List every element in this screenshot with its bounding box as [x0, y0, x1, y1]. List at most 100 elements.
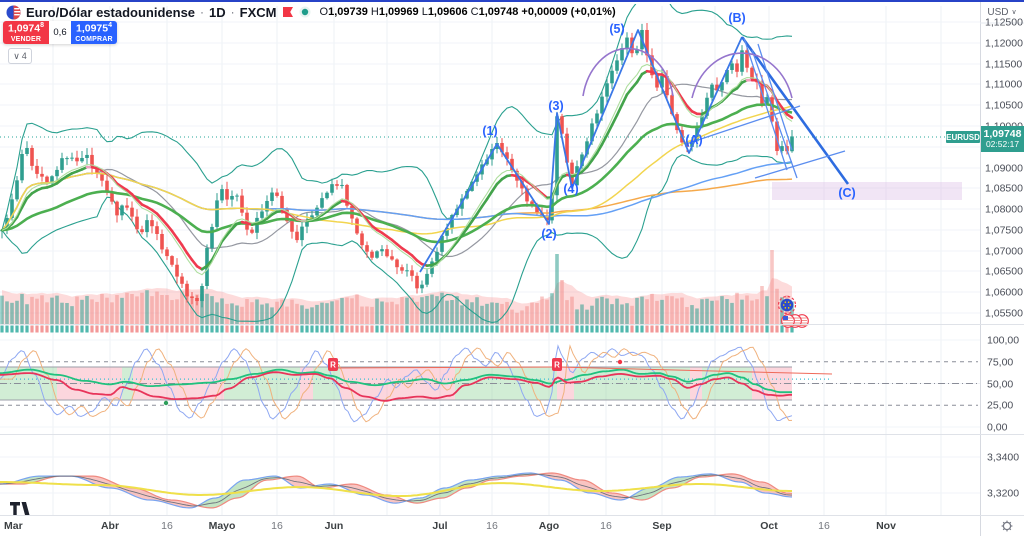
trendline — [685, 105, 801, 145]
eu-event-icon[interactable] — [777, 295, 797, 315]
volume-bar — [250, 302, 254, 324]
candle-body — [345, 184, 349, 206]
strip-tick — [490, 325, 494, 333]
candle-body — [530, 201, 534, 205]
candle-body — [255, 217, 259, 233]
volume-bar — [350, 298, 354, 324]
bollinger-upper — [1, 4, 793, 231]
price-axis-label: 1,10500 — [985, 100, 1023, 112]
strip-tick — [115, 325, 119, 333]
volume-bar — [140, 292, 144, 324]
oscillator-signal-line — [0, 371, 793, 402]
colored-ma-segment — [220, 233, 229, 243]
price-axis[interactable]: 1,125001,120001,115001,110001,105001,100… — [980, 0, 1024, 536]
volume-bar — [45, 302, 49, 324]
eurusd-pair-icon — [6, 5, 21, 19]
strip-tick — [455, 325, 459, 333]
candle-body — [240, 195, 244, 213]
strip-tick — [400, 325, 404, 333]
eu-star — [787, 307, 790, 309]
eu-star — [782, 304, 785, 306]
volume-bar — [185, 292, 189, 324]
strip-tick — [40, 325, 44, 333]
timeframe-label[interactable]: 1D — [209, 4, 226, 20]
candle-body — [25, 147, 29, 154]
elliott-zigzag — [419, 29, 743, 273]
strip-tick — [450, 325, 454, 333]
candle-body — [645, 29, 649, 56]
candle-body — [505, 152, 509, 159]
candle-body — [490, 149, 494, 160]
strip-tick — [740, 325, 744, 333]
strip-tick — [385, 325, 389, 333]
sell-button[interactable]: 1,09748 VENDER — [3, 21, 49, 44]
volume-bar — [20, 293, 24, 324]
candle-body — [220, 189, 224, 201]
volume-bar — [730, 302, 734, 324]
volume-bar — [345, 297, 349, 324]
candle-body — [365, 245, 369, 252]
candle-body — [15, 180, 19, 200]
volume-bar — [615, 298, 619, 324]
oscillator-axis-label: 50,00 — [987, 379, 1013, 391]
candle-body — [140, 229, 144, 233]
volume-bar — [50, 297, 54, 324]
ribbon-yellow-line — [0, 481, 792, 498]
volume-bar — [120, 297, 124, 324]
volume-bar — [95, 301, 99, 324]
ribbon-lead-line — [0, 472, 793, 509]
volume-bar — [465, 299, 469, 324]
volume-bar — [360, 306, 364, 324]
trendline — [757, 43, 793, 151]
volume-bar — [325, 303, 329, 324]
strip-tick — [140, 325, 144, 333]
wave-arc — [691, 52, 793, 99]
settings-gear-icon[interactable] — [1001, 520, 1013, 532]
strip-tick — [0, 325, 4, 333]
strip-tick — [205, 325, 209, 333]
strip-tick — [520, 325, 524, 333]
volume-bar — [620, 304, 624, 324]
reversal-badge — [328, 358, 338, 371]
symbol-legend[interactable]: Euro/Dólar estadounidense · 1D · FXCM O1… — [6, 4, 616, 20]
colored-ma-segment — [170, 229, 179, 240]
strip-tick — [225, 325, 229, 333]
volume-bar — [200, 294, 204, 324]
us-event-icon[interactable] — [781, 314, 809, 328]
strip-tick — [250, 325, 254, 333]
strip-tick — [395, 325, 399, 333]
candle-body — [745, 50, 749, 68]
volume-bar — [510, 309, 514, 324]
volume-bar — [670, 296, 674, 324]
buy-button[interactable]: 1,09754 COMPRAR — [71, 21, 117, 44]
currency-dropdown[interactable]: USD ∨ — [982, 3, 1022, 21]
candle-body — [720, 82, 724, 91]
volume-bar — [555, 254, 559, 324]
candle-body — [780, 146, 784, 152]
candle-body — [700, 115, 704, 128]
volume-bar — [610, 304, 614, 324]
volume-bar — [330, 301, 334, 324]
candle-body — [280, 195, 284, 210]
candle-body — [740, 50, 744, 72]
candle-body — [40, 173, 44, 177]
time-axis[interactable]: Mar Abr 16 Mayo 16 Jun Jul 16 Ago 16 Sep Oct 16 Nov — [0, 516, 980, 536]
candle-body — [685, 142, 689, 147]
strip-tick — [375, 325, 379, 333]
window-accent-bar — [0, 0, 1024, 2]
volume-bar — [160, 295, 164, 324]
candle-body — [160, 233, 164, 250]
strip-tick — [735, 325, 739, 333]
price-axis-label: 1,12500 — [985, 17, 1023, 29]
candle-body — [275, 192, 279, 196]
volume-bar — [455, 296, 459, 324]
candle-body — [655, 75, 659, 88]
legend-collapse-button[interactable]: ∨ 4 — [8, 48, 32, 64]
volume-bar — [245, 299, 249, 324]
volume-bar — [480, 305, 484, 324]
candle-body — [35, 165, 39, 174]
strip-tick — [785, 325, 789, 333]
volume-bar — [190, 297, 194, 324]
volume-bar — [680, 297, 684, 324]
